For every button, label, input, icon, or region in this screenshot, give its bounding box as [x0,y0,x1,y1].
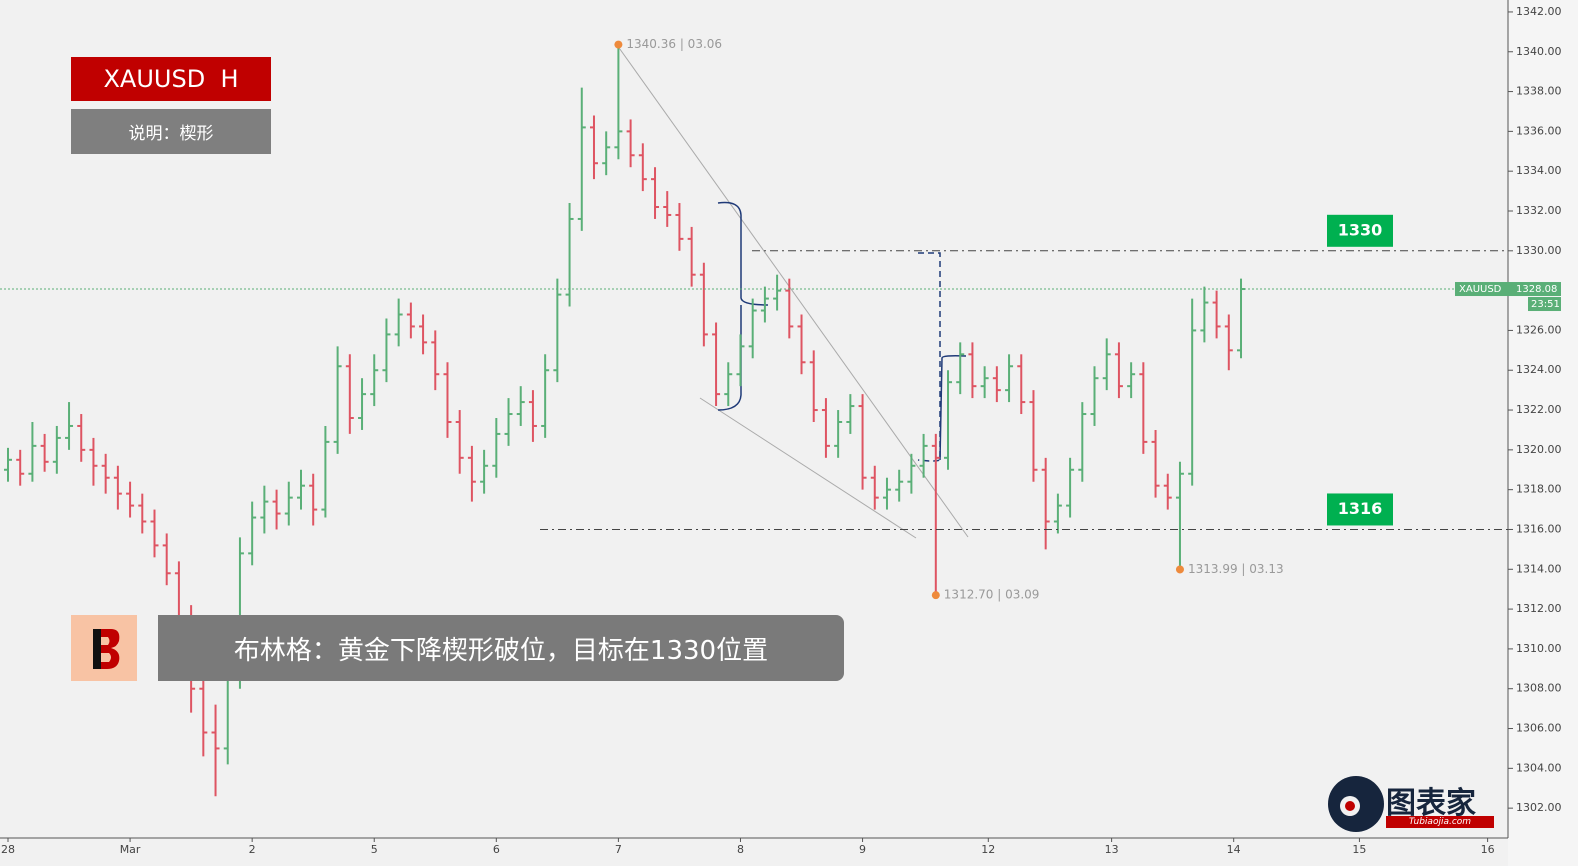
level-label: 1316 [1338,499,1383,518]
timer-box [1528,297,1561,312]
last-price-value: 1328.08 [1516,284,1557,295]
last-price-box [1455,282,1561,297]
brand-icon [1328,776,1384,832]
annotation-label: 1312.70 | 03.09 [944,588,1040,602]
y-tick-label: 1338.00 [1516,85,1562,98]
level-label: 1330 [1338,220,1383,239]
annotation-label: 1340.36 | 03.06 [626,37,722,51]
title-box: XAUUSD H [71,57,271,101]
caption-box: 布林格：黄金下降楔形破位，目标在1330位置 [158,615,844,681]
y-tick-label: 1306.00 [1516,722,1562,735]
y-tick-label: 1314.00 [1516,562,1562,575]
y-tick-label: 1318.00 [1516,483,1562,496]
y-tick-label: 1330.00 [1516,244,1562,257]
timer: 23:51 [1531,299,1560,310]
y-tick-label: 1308.00 [1516,682,1562,695]
x-tick-label: 2 [249,843,256,856]
level-box [1327,214,1393,247]
x-tick-label: 5 [371,843,378,856]
annotation-dot [931,591,940,600]
logo-icon [93,629,120,669]
y-tick-label: 1310.00 [1516,642,1562,655]
x-tick-label: 7 [615,843,622,856]
y-tick-label: 1316.00 [1516,522,1562,535]
y-tick-label: 1304.00 [1516,761,1562,774]
level-box [1327,493,1393,526]
annotation-dot [614,40,623,49]
x-tick-label: 13 [1105,843,1119,856]
x-tick-label: 9 [859,843,866,856]
x-tick-label: 16 [1481,843,1495,856]
x-tick-label: 28 [1,843,15,856]
y-tick-label: 1342.00 [1516,5,1562,18]
logo-box [71,615,137,681]
y-tick-label: 1326.00 [1516,323,1562,336]
annotation-label: 1313.99 | 03.13 [1188,562,1284,576]
measure-brace [717,201,769,411]
projection [917,252,941,462]
brand-logo: 图表家 Tubiaojia.com [1326,774,1502,834]
y-tick-label: 1312.00 [1516,602,1562,615]
wedge-upper [616,44,969,538]
y-tick-label: 1324.00 [1516,363,1562,376]
x-tick-label: 15 [1352,843,1366,856]
wedge-lower [699,397,917,539]
x-tick-label: 6 [493,843,500,856]
subtitle-box: 说明：楔形 [71,109,271,154]
y-tick-label: 1302.00 [1516,801,1562,814]
x-tick-label: 8 [737,843,744,856]
brand-url: Tubiaojia.com [1386,816,1494,828]
annotation-dot [1175,565,1184,574]
caption: 布林格：黄金下降楔形破位，目标在1330位置 [233,635,769,666]
brand-name: 图表家 [1386,786,1476,821]
last-price-symbol: XAUUSD [1459,284,1502,295]
x-tick-label: Mar [120,843,141,856]
y-tick-label: 1322.00 [1516,403,1562,416]
y-tick-label: 1340.00 [1516,45,1562,58]
subtitle: 说明：楔形 [128,124,214,144]
x-tick-label: 14 [1227,843,1241,856]
y-tick-label: 1336.00 [1516,124,1562,137]
x-tick-label: 12 [981,843,995,856]
y-tick-label: 1332.00 [1516,204,1562,217]
title: XAUUSD H [103,65,239,93]
projection-brace [939,355,967,461]
y-tick-label: 1320.00 [1516,443,1562,456]
y-tick-label: 1334.00 [1516,164,1562,177]
price-axis-bg [1508,0,1578,866]
